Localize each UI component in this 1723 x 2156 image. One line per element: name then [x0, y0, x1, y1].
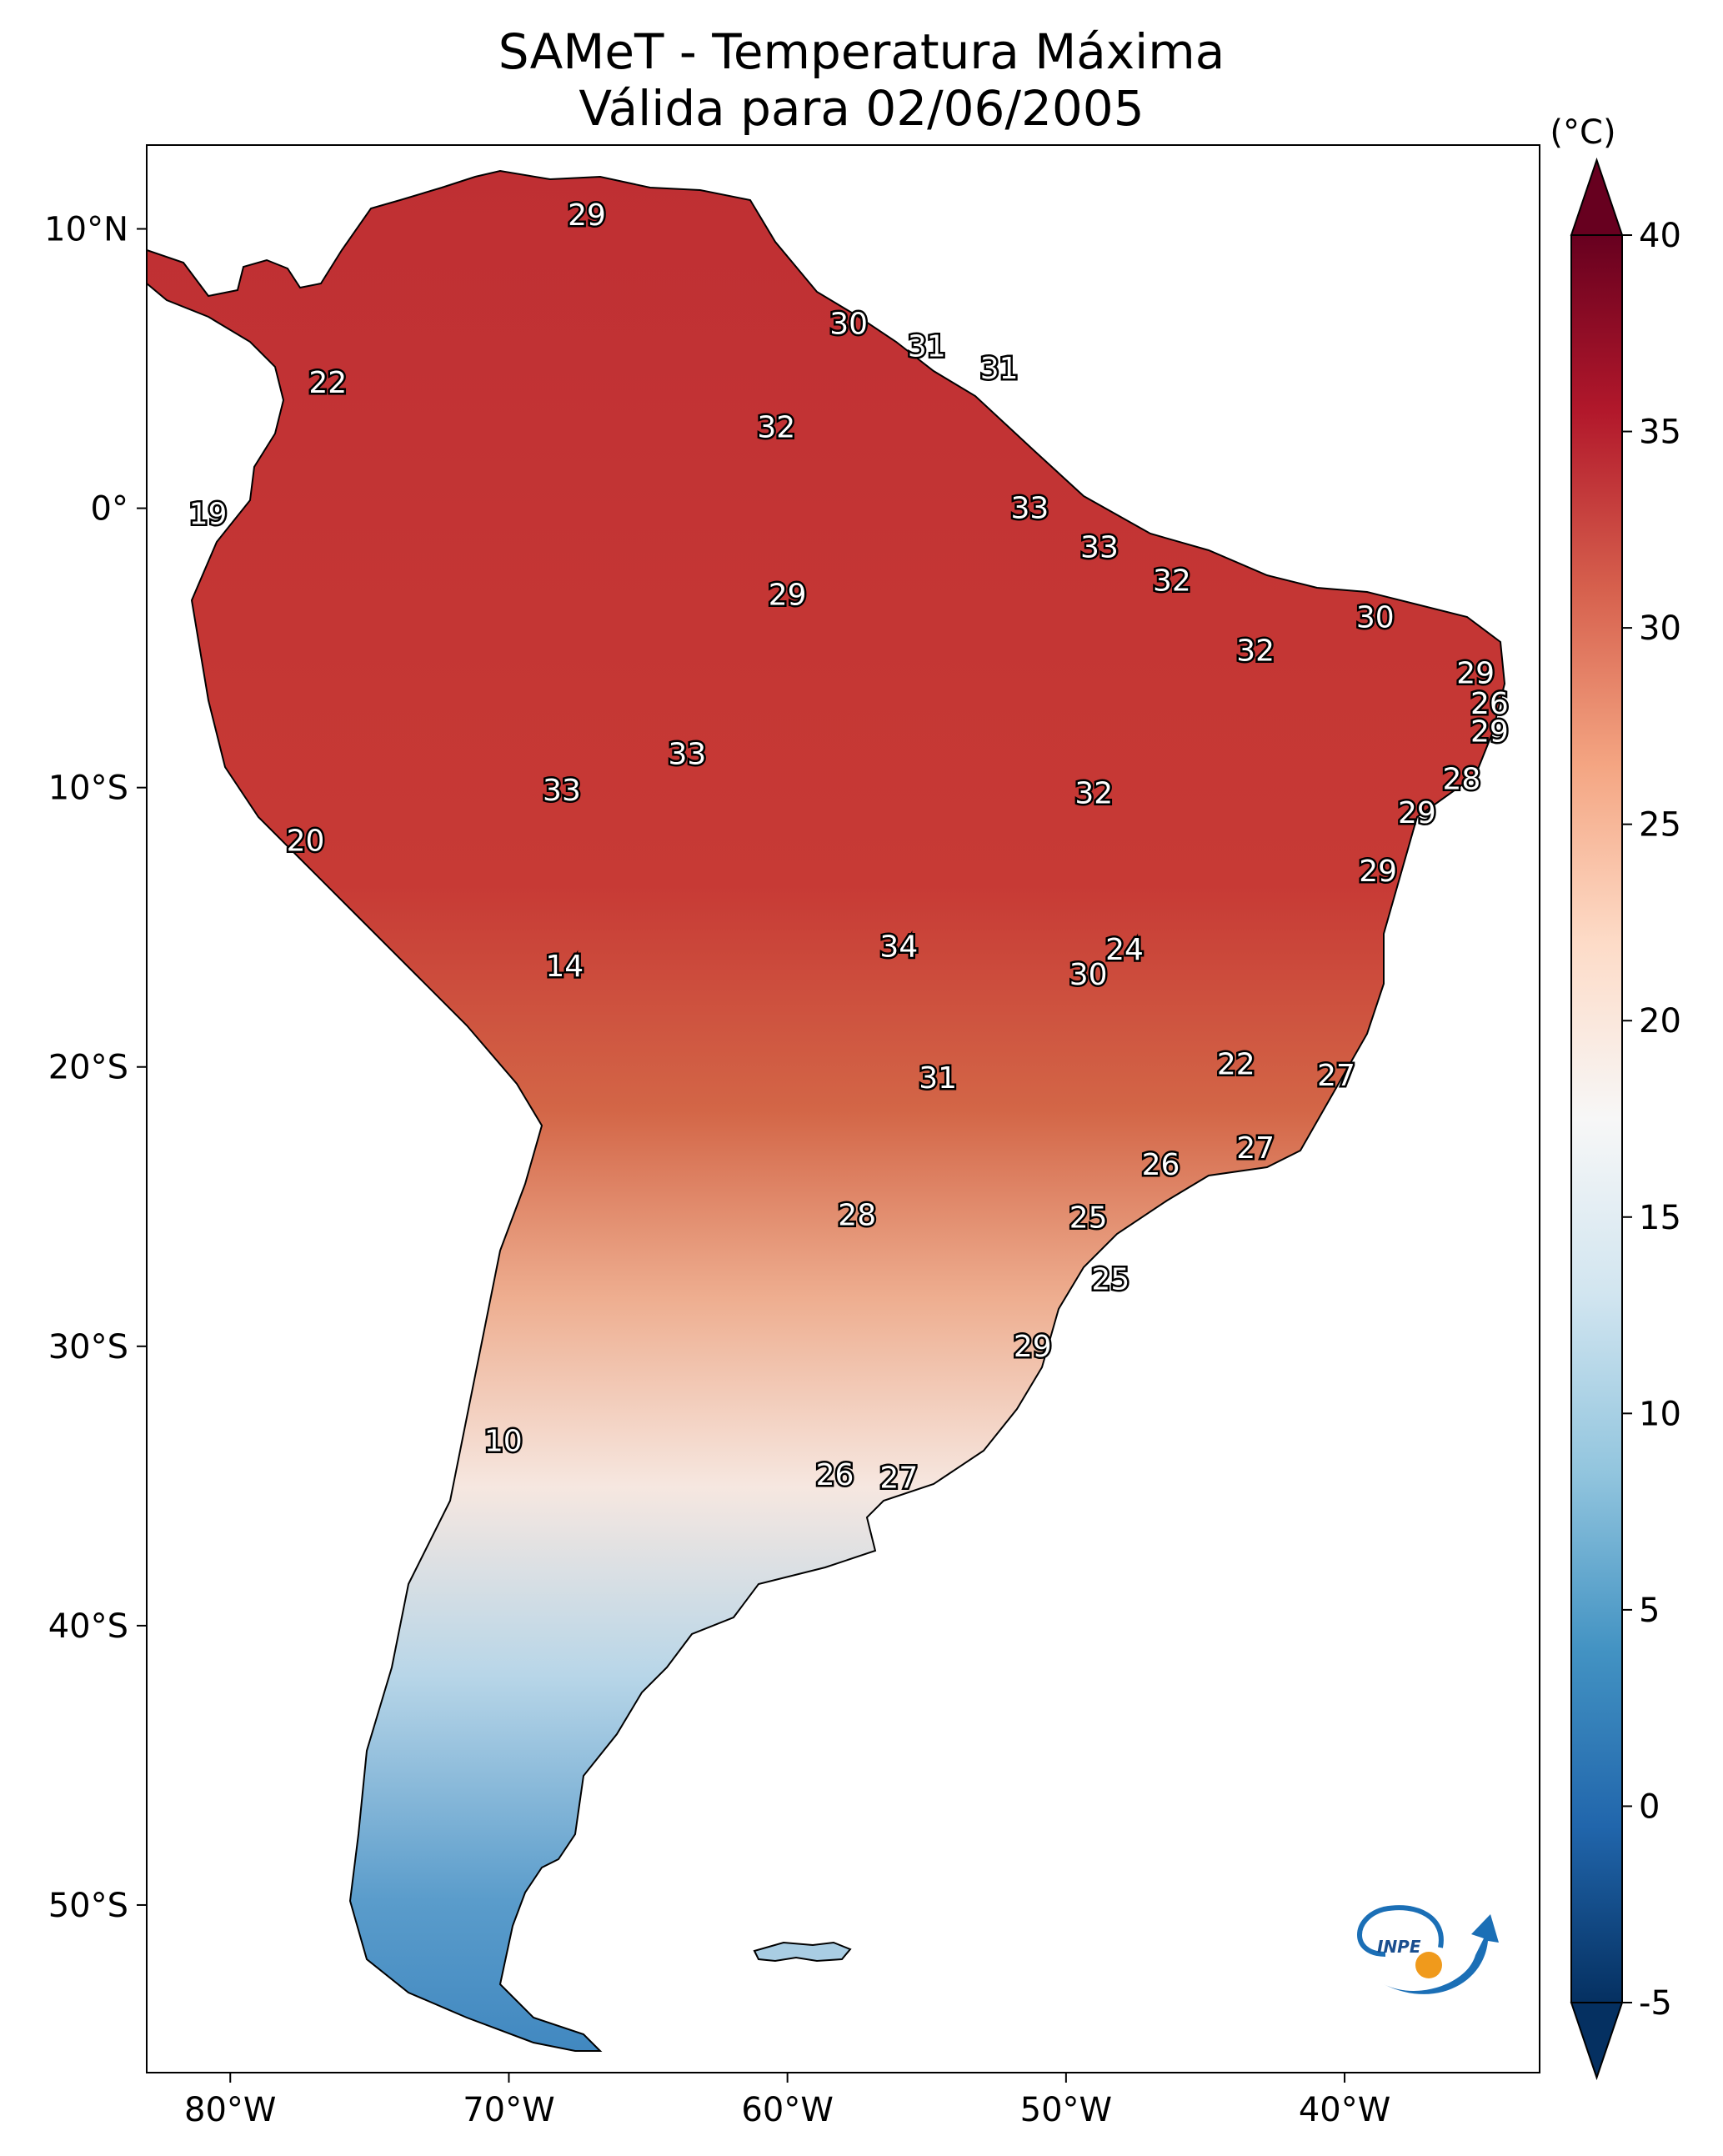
station-temperature-label: 33: [1080, 531, 1119, 565]
lon-tick-label: 50°W: [1020, 2091, 1112, 2129]
colorbar-tick-label: 10: [1639, 1395, 1681, 1433]
colorbar-tick-label: -5: [1639, 1984, 1672, 2023]
lat-tick-label: 10°N: [44, 211, 128, 249]
lon-tick-label: 70°W: [463, 2091, 554, 2129]
station-temperature-label: 28: [1443, 763, 1481, 797]
station-temperature-label: 33: [543, 774, 581, 808]
lat-tick-label: 30°S: [48, 1328, 128, 1366]
falkland-islands: [753, 1941, 852, 1963]
lat-tick-label: 40°S: [48, 1607, 128, 1646]
station-temperature-label: 24: [1105, 933, 1144, 967]
station-temperature-label: 19: [189, 497, 228, 531]
south-america-landmass: [147, 169, 1506, 2052]
station-temperature-label: 32: [1074, 776, 1113, 810]
station-temperature-label: 31: [980, 352, 1019, 386]
latitude-axis: 10°N 0° 10°S 20°S 30°S 40°S 50°S: [44, 211, 147, 1925]
station-temperature-label: 32: [757, 410, 795, 444]
colorbar: 40 35 30 25 20 15 10 5 0 -5 (°C): [1550, 113, 1681, 2081]
station-temperature-label: 14: [545, 950, 584, 984]
colorbar-tick-label: 30: [1639, 609, 1681, 648]
lon-tick-label: 40°W: [1299, 2091, 1390, 2129]
lat-tick-label: 20°S: [48, 1049, 128, 1087]
station-temperature-label: 26: [816, 1458, 854, 1492]
station-temperature-label: 29: [568, 198, 606, 233]
colorbar-tick-label: 0: [1639, 1787, 1660, 1826]
svg-text:INPE: INPE: [1377, 1937, 1421, 1957]
map-frame: [146, 144, 1540, 2073]
colorbar-tick-label: 20: [1639, 1002, 1681, 1040]
station-temperature-label: 27: [1236, 1131, 1275, 1166]
station-temperature-label: 34: [879, 930, 918, 965]
map-subtitle: Válida para 02/06/2005: [579, 80, 1144, 137]
lon-tick-label: 80°W: [184, 2091, 276, 2129]
colorbar-tick-label: 15: [1639, 1199, 1681, 1237]
station-temperature-label: 29: [1014, 1330, 1052, 1364]
station-temperature-label: 31: [908, 329, 946, 364]
station-temperature-label: 33: [668, 737, 706, 771]
station-temperature-label: 20: [287, 824, 325, 858]
station-temperature-label: 32: [1153, 564, 1191, 599]
station-temperature-label: 29: [1470, 715, 1509, 750]
station-temperature-label: 30: [829, 307, 868, 341]
station-temperature-label: 10: [484, 1425, 523, 1459]
station-temperature-label: 25: [1069, 1201, 1108, 1236]
station-temperature-label: 27: [879, 1461, 918, 1495]
station-temperature-label: 30: [1069, 958, 1108, 992]
colorbar-max-extension: [1570, 157, 1624, 236]
colorbar-ticks: 40 35 30 25 20 15 10 5 0 -5: [1622, 217, 1681, 2023]
station-temperature-label: 32: [1236, 634, 1275, 668]
station-temperature-label: 29: [1456, 656, 1495, 690]
colorbar-tick-label: 40: [1639, 217, 1681, 255]
colorbar-min-extension: [1570, 2002, 1624, 2081]
colorbar-unit-label: (°C): [1550, 113, 1615, 152]
longitude-axis: 80°W 70°W 60°W 50°W 40°W: [184, 2073, 1390, 2129]
station-temperature-label: 25: [1091, 1262, 1129, 1296]
lon-tick-label: 60°W: [741, 2091, 833, 2129]
colorbar-tick-label: 5: [1639, 1592, 1660, 1630]
map-title: SAMeT - Temperatura Máxima: [498, 23, 1225, 80]
colorbar-tick-label: 35: [1639, 414, 1681, 452]
inpe-logo: INPE: [1357, 1905, 1499, 1994]
station-temperature-label: 26: [1142, 1148, 1180, 1182]
station-temperature-label: 31: [919, 1061, 957, 1096]
station-temperature-label: 30: [1356, 600, 1395, 634]
station-temperature-label: 33: [1011, 492, 1049, 526]
station-temperature-label: 22: [1217, 1047, 1255, 1081]
colorbar-scale: [1571, 235, 1622, 2003]
station-temperature-label: 29: [769, 578, 807, 612]
station-temperature-label: 26: [1470, 687, 1509, 721]
station-temperature-label: 28: [838, 1198, 876, 1232]
lat-tick-label: 50°S: [48, 1887, 128, 1925]
colorbar-tick-label: 25: [1639, 806, 1681, 845]
station-temperature-label: 29: [1359, 855, 1397, 889]
station-temperature-label: 27: [1317, 1059, 1355, 1093]
lat-tick-label: 0°: [91, 490, 128, 529]
station-temperature-label: 29: [1398, 796, 1436, 830]
station-temperature-label: 22: [308, 366, 347, 400]
lat-tick-label: 10°S: [48, 770, 128, 808]
